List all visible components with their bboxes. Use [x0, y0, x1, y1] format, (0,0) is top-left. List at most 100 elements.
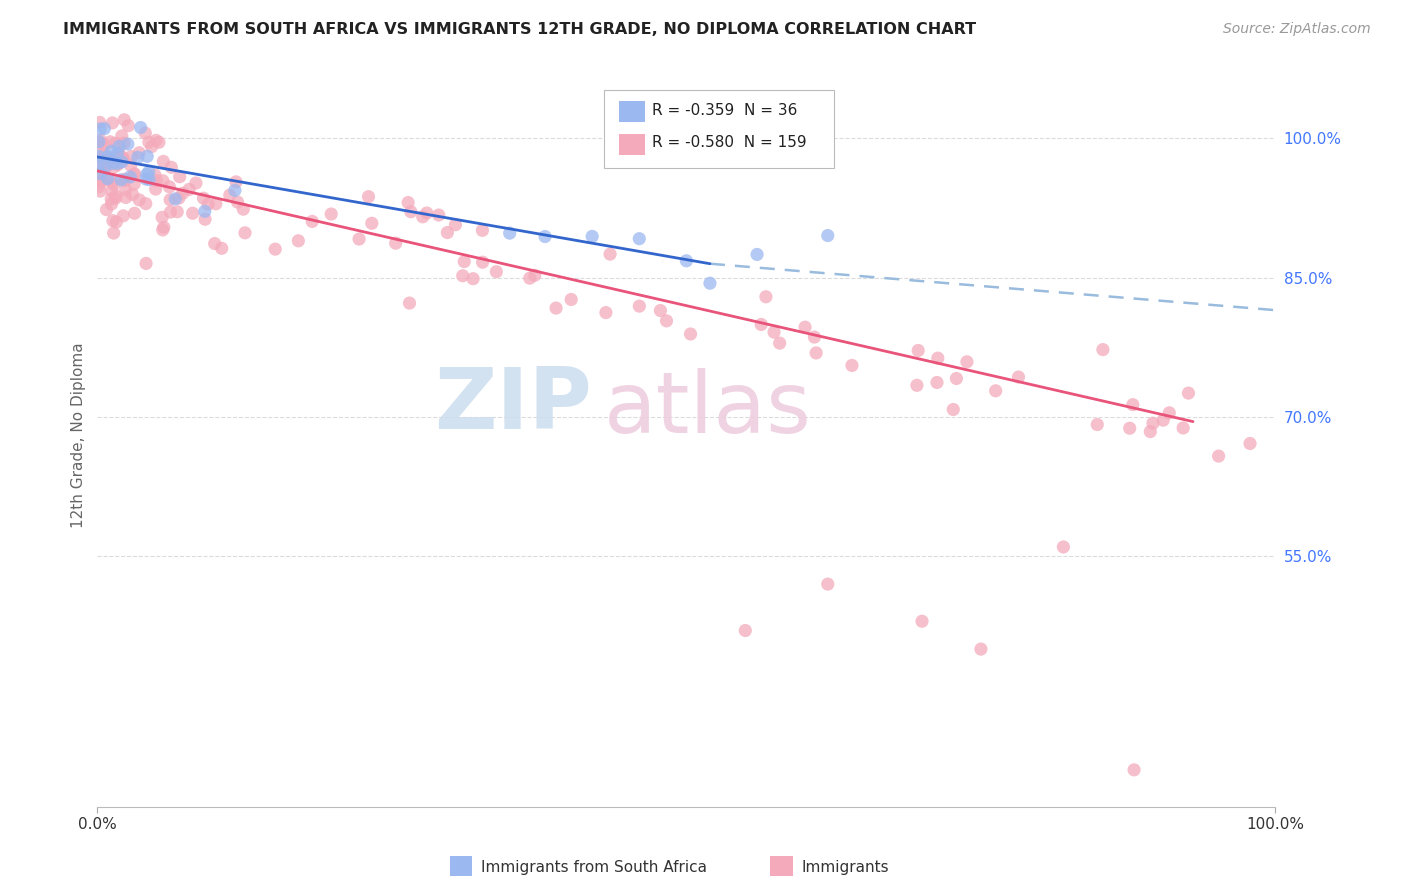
Point: [105, 215, 128, 229]
Point: [117, 119, 139, 133]
Point: [287, 234, 309, 248]
Point: [398, 296, 420, 310]
Point: [560, 293, 582, 307]
Point: [103, 178, 125, 192]
Point: [108, 139, 131, 153]
Point: [135, 167, 157, 181]
Point: [970, 642, 993, 657]
Point: [87, 135, 110, 149]
Point: [172, 186, 194, 201]
Point: [89, 184, 111, 198]
Point: [655, 314, 678, 328]
Point: [628, 299, 651, 313]
Point: [194, 204, 217, 219]
Point: [114, 183, 136, 197]
Point: [984, 384, 1007, 398]
Text: ZIP: ZIP: [434, 364, 592, 447]
Point: [817, 577, 839, 591]
Point: [519, 271, 541, 285]
Point: [485, 265, 508, 279]
Point: [471, 255, 494, 269]
Point: [120, 158, 142, 172]
Point: [89, 133, 111, 147]
Point: [96, 202, 118, 217]
Point: [194, 212, 217, 227]
Point: [87, 158, 110, 172]
Point: [120, 149, 142, 163]
Text: R = -0.580  N = 159: R = -0.580 N = 159: [652, 135, 807, 150]
Point: [226, 195, 249, 210]
Point: [233, 226, 256, 240]
Point: [907, 343, 929, 358]
Point: [218, 188, 240, 202]
Point: [152, 223, 174, 237]
Point: [128, 193, 150, 207]
Text: Immigrants: Immigrants: [801, 860, 889, 874]
Point: [321, 207, 343, 221]
Point: [138, 135, 160, 149]
Point: [150, 211, 173, 225]
Point: [138, 172, 160, 186]
Point: [93, 160, 115, 174]
Point: [121, 187, 143, 202]
Point: [112, 152, 135, 166]
Point: [89, 158, 111, 172]
Point: [143, 168, 166, 182]
Point: [204, 236, 226, 251]
Point: [453, 254, 475, 268]
Point: [1122, 398, 1144, 412]
Point: [1118, 421, 1140, 435]
Point: [905, 378, 928, 392]
Point: [165, 192, 187, 206]
Point: [755, 290, 778, 304]
Point: [120, 169, 142, 184]
Point: [141, 139, 163, 153]
Point: [197, 197, 219, 211]
Text: Source: ZipAtlas.com: Source: ZipAtlas.com: [1223, 22, 1371, 37]
Point: [94, 162, 117, 177]
Point: [114, 190, 136, 204]
Point: [145, 182, 167, 196]
Point: [595, 305, 617, 319]
Point: [167, 191, 190, 205]
Text: atlas: atlas: [605, 368, 811, 451]
Point: [945, 371, 967, 385]
Point: [112, 151, 135, 165]
Point: [94, 151, 117, 165]
Text: IMMIGRANTS FROM SOUTH AFRICA VS IMMIGRANTS 12TH GRADE, NO DIPLOMA CORRELATION CH: IMMIGRANTS FROM SOUTH AFRICA VS IMMIGRAN…: [63, 22, 976, 37]
Point: [153, 220, 176, 235]
Point: [841, 359, 863, 373]
Point: [111, 128, 134, 143]
Point: [101, 175, 124, 189]
Point: [523, 268, 546, 283]
Point: [205, 196, 228, 211]
Point: [122, 177, 145, 191]
Point: [436, 226, 458, 240]
Point: [925, 376, 948, 390]
Point: [794, 320, 817, 334]
Y-axis label: 12th Grade, No Diploma: 12th Grade, No Diploma: [72, 343, 86, 528]
Point: [412, 210, 434, 224]
Point: [169, 169, 191, 184]
Point: [100, 145, 122, 159]
Point: [105, 156, 128, 170]
Point: [166, 204, 188, 219]
Point: [544, 301, 567, 315]
Point: [98, 135, 121, 149]
Point: [112, 136, 135, 150]
Point: [427, 208, 450, 222]
Point: [1007, 370, 1029, 384]
Point: [416, 206, 439, 220]
Point: [124, 206, 146, 220]
Point: [104, 160, 127, 174]
Point: [107, 157, 129, 171]
Point: [89, 115, 111, 129]
Point: [1091, 343, 1114, 357]
Point: [451, 268, 474, 283]
Point: [817, 228, 839, 243]
Point: [225, 175, 247, 189]
Point: [1139, 425, 1161, 439]
Point: [159, 205, 181, 219]
Point: [129, 120, 152, 135]
Point: [471, 223, 494, 237]
